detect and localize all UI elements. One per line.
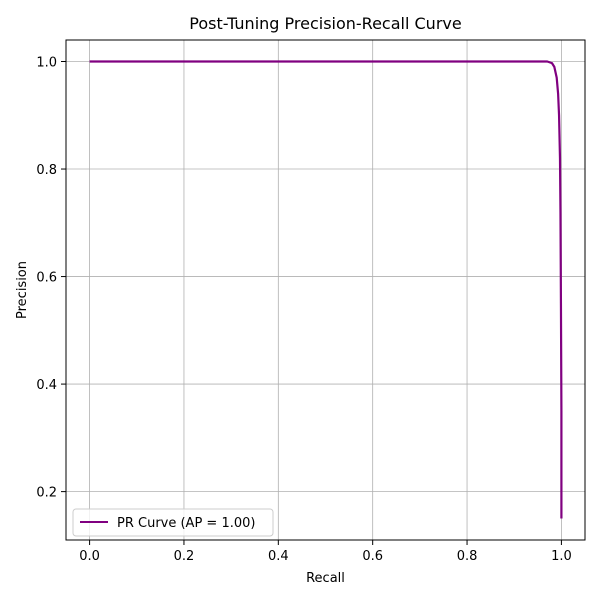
x-tick-label: 0.2 — [174, 549, 195, 564]
y-axis-label: Precision — [15, 261, 30, 319]
x-tick-label: 0.0 — [79, 549, 100, 564]
chart-title: Post-Tuning Precision-Recall Curve — [189, 14, 461, 33]
plot-area — [89, 60, 563, 519]
legend-box — [72, 508, 274, 537]
x-tick-label: 0.6 — [362, 549, 383, 564]
y-tick-label: 0.6 — [36, 271, 57, 286]
y-tick-label: 0.2 — [36, 486, 57, 501]
x-tick-label: 1.0 — [551, 549, 572, 564]
y-tick-label: 1.0 — [36, 56, 57, 71]
y-tick-label: 0.4 — [36, 378, 57, 393]
x-axis-label: Recall — [306, 571, 345, 586]
legend: PR Curve (AP = 1.00) — [72, 508, 274, 537]
legend-label-pr-curve: PR Curve (AP = 1.00) — [117, 516, 255, 531]
axes-frame — [65, 39, 586, 541]
x-tick-label: 0.8 — [457, 549, 478, 564]
pr-curve-line — [89, 60, 563, 519]
y-tick-label: 0.8 — [36, 163, 57, 178]
y-axis-ticks: 0.2 0.4 0.6 0.8 1.0 — [36, 56, 66, 501]
x-axis-ticks: 0.0 0.2 0.4 0.6 0.8 1.0 — [79, 540, 572, 564]
x-tick-label: 0.4 — [268, 549, 289, 564]
